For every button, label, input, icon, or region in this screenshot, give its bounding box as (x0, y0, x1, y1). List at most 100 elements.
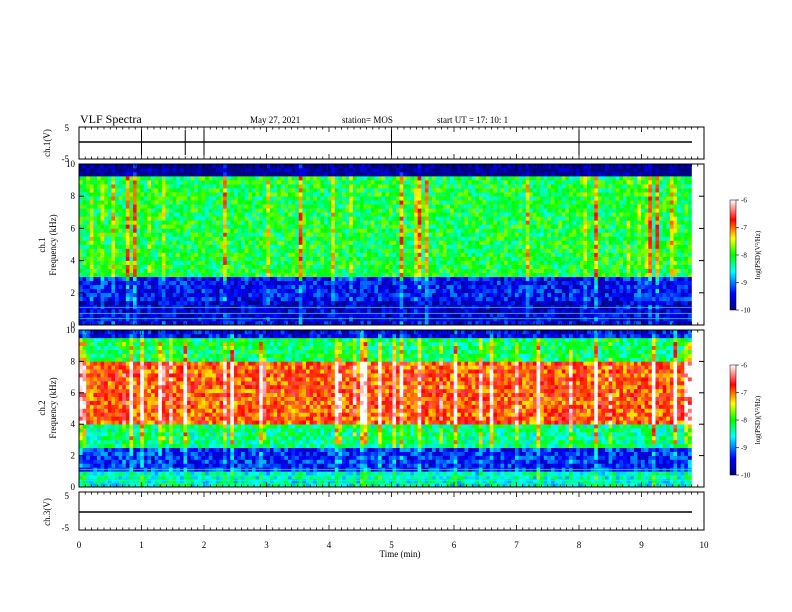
spectrogram-cell (464, 268, 469, 273)
spectrogram-cell (399, 236, 404, 241)
spectrogram-cell (442, 248, 447, 253)
spectrogram-cell (230, 232, 235, 237)
spectrogram-cell (464, 240, 469, 245)
spectrogram-cell (406, 212, 411, 217)
spectrogram-cell (107, 296, 112, 302)
spectrogram-cell (237, 228, 242, 233)
spectrogram-cell (97, 320, 101, 326)
spectrogram-cell (370, 228, 375, 233)
spectrogram-cell (305, 216, 310, 221)
spectrogram-cell (255, 212, 260, 217)
spectrogram-cell (316, 256, 321, 261)
spectrogram-cell (342, 236, 346, 241)
spectrogram-cell (453, 268, 458, 273)
spectrogram-cell (349, 212, 354, 217)
spectrogram-cell (115, 320, 119, 326)
spectrogram-cell (468, 188, 473, 193)
spectrogram-cell (446, 296, 451, 302)
spectrogram-cell (89, 240, 94, 245)
spectrogram-cell (367, 296, 372, 302)
spectrogram-cell (136, 252, 141, 257)
spectrogram-cell (305, 196, 310, 201)
spectrogram-cell (453, 212, 458, 217)
spectrogram-cell (363, 208, 368, 213)
spectrogram-cell (251, 172, 256, 177)
spectrogram-cell (86, 252, 91, 257)
spectrogram-cell (194, 276, 199, 282)
spectrogram-cell (410, 184, 415, 189)
spectrogram-cell (169, 208, 173, 213)
spectrogram-cell (403, 228, 408, 233)
spectrogram-cell (266, 184, 271, 189)
spectrogram-cell (486, 300, 491, 306)
spectrogram-cell (349, 188, 354, 193)
spectrogram-cell (251, 252, 256, 257)
spectrogram-cell (360, 256, 364, 261)
spectrogram-cell (143, 188, 148, 193)
spectrogram-cell (374, 168, 379, 173)
spectrogram-cell (381, 256, 386, 261)
spectrogram-cell (396, 248, 400, 253)
spectrogram-cell (424, 192, 429, 197)
spectrogram-cell (284, 216, 289, 221)
spectrogram-cell (518, 208, 523, 213)
spectrogram-cell (482, 248, 487, 253)
spectrogram-cell (334, 300, 339, 306)
spectrogram-cell (280, 184, 285, 189)
spectrogram-cell (514, 256, 519, 261)
spectrogram-cell (151, 196, 155, 201)
spectrogram-cell (428, 168, 433, 173)
spectrogram-cell (450, 288, 454, 294)
spectrogram-cell (385, 188, 390, 193)
spectrogram-cell (197, 200, 202, 205)
spectrogram-cell (421, 268, 426, 273)
spectrogram-cell (313, 320, 318, 326)
spectrogram-cell (464, 192, 469, 197)
spectrogram-cell (140, 216, 145, 221)
spectrogram-cell (143, 172, 148, 177)
spectrogram-cell (442, 264, 447, 269)
spectrogram-cell (233, 288, 238, 294)
spectrogram-cell (493, 180, 498, 185)
spectrogram-cell (511, 300, 516, 306)
spectrogram-cell (223, 200, 228, 205)
spectrogram-cell (212, 192, 217, 197)
spectrogram-cell (111, 180, 116, 185)
spectrogram-cell (475, 228, 480, 233)
spectrogram-cell (187, 184, 191, 189)
spectrogram-cell (298, 288, 303, 294)
spectrogram-cell (428, 284, 433, 290)
spectrogram-cell (316, 168, 321, 173)
spectrogram-cell (378, 172, 382, 177)
spectrogram-cell (514, 212, 519, 217)
spectrogram-cell (165, 168, 170, 173)
spectrogram-cell (237, 168, 242, 173)
spectrogram-cell (475, 248, 480, 253)
spectrogram-cell (327, 172, 332, 177)
spectrogram-cell (262, 188, 267, 193)
spectrogram-cell (86, 224, 91, 229)
spectrogram-cell (104, 316, 109, 322)
spectrogram-cell (125, 164, 130, 169)
spectrogram-cell (104, 272, 109, 278)
spectrogram-cell (331, 192, 336, 197)
spectrogram-cell (396, 296, 400, 302)
spectrogram-cell (439, 220, 444, 225)
spectrogram-cell (143, 228, 148, 233)
spectrogram-cell (133, 168, 137, 173)
spectrogram-cell (424, 228, 429, 233)
spectrogram-cell (385, 216, 390, 221)
spectrogram-cell (215, 248, 220, 253)
spectrogram-cell (345, 180, 350, 185)
spectrogram-cell (262, 296, 267, 302)
spectrogram-cell (107, 164, 112, 169)
spectrogram-cell (313, 168, 318, 173)
spectrogram-cell (424, 200, 429, 205)
spectrogram-cell (417, 268, 422, 273)
spectrogram-cell (367, 252, 372, 257)
spectrogram-cell (205, 248, 209, 253)
spectrogram-cell (435, 260, 440, 265)
spectrogram-cell (327, 224, 332, 229)
spectrogram-cell (514, 280, 519, 286)
spectrogram-cell (97, 220, 101, 225)
